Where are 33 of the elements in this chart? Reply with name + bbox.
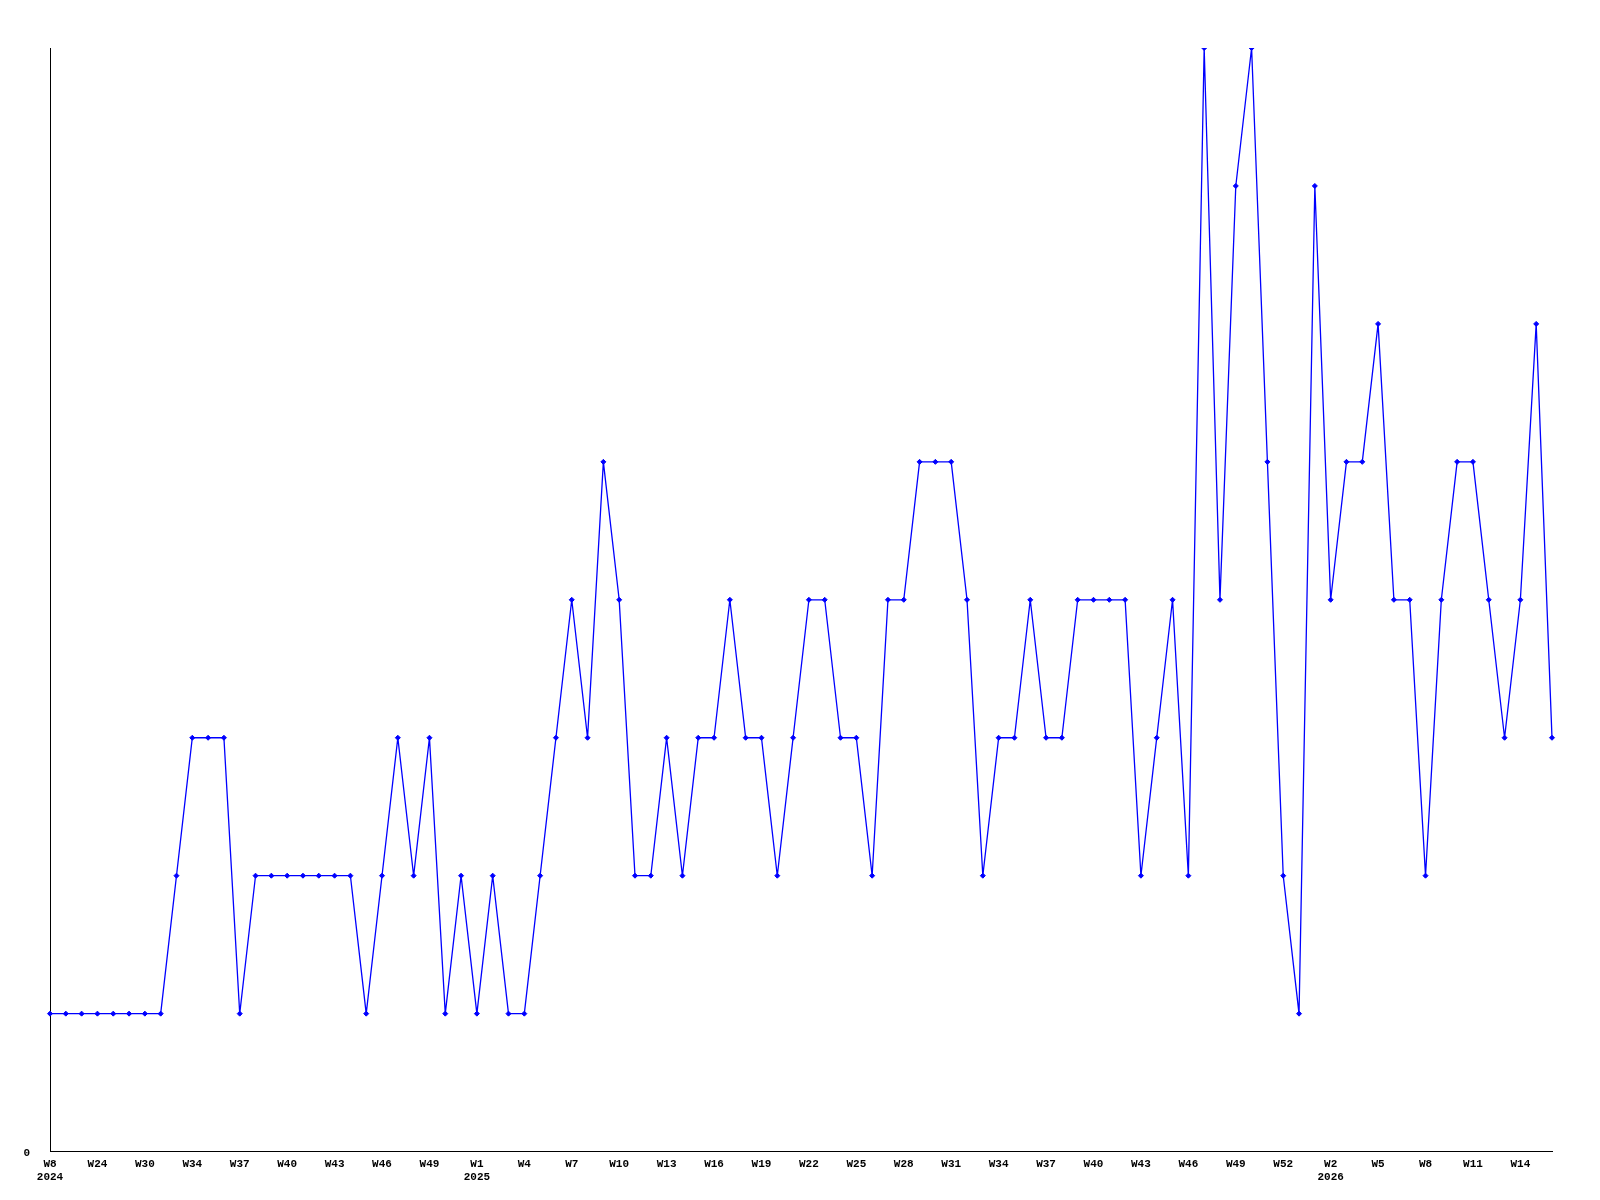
x-tick-label: W5 [1371,1157,1386,1170]
x-tick-label: W13 [656,1157,677,1170]
x-tick-label: W43 [324,1157,345,1170]
x-tick-label: W30 [134,1157,155,1170]
x-tick-label: W25 [846,1157,867,1170]
x-tick-label: W8 [1418,1157,1433,1170]
x-tick-label: W11 [1463,1157,1484,1170]
x-tick-label: W34 [182,1157,203,1170]
x-tick-label: W31 [941,1157,962,1170]
x-tick-label: W10 [609,1157,630,1170]
x-tick-label: W43 [1131,1157,1152,1170]
x-tick-label: W4 [517,1157,532,1170]
x-tick-label: W46 [1178,1157,1199,1170]
x-tick-label: W24 [87,1157,108,1170]
x-tick-label: W49 [1225,1157,1246,1170]
x-tick-label: W8 2024 [36,1157,64,1184]
x-tick-label: W14 [1510,1157,1531,1170]
x-tick-label: W34 [988,1157,1009,1170]
x-tick-label: W37 [229,1157,250,1170]
x-tick-label: W37 [1036,1157,1056,1170]
x-tick-label: W7 [565,1157,579,1170]
x-tick-label: W22 [799,1157,819,1170]
x-tick-label: W19 [751,1157,772,1170]
x-tick-label: W16 [704,1157,724,1170]
x-tick-label: W40 [1083,1157,1104,1170]
text: 0 [23,1147,30,1160]
x-tick-label: W1 2025 [463,1157,491,1184]
x-tick-label: W52 [1273,1157,1294,1170]
x-tick-label: W46 [372,1157,392,1170]
x-tick-label: W28 [893,1157,915,1170]
x-tick-label: W49 [419,1157,440,1170]
x-tick-label: W2 2026 [1317,1157,1344,1184]
x-tick-label: W40 [277,1157,298,1170]
